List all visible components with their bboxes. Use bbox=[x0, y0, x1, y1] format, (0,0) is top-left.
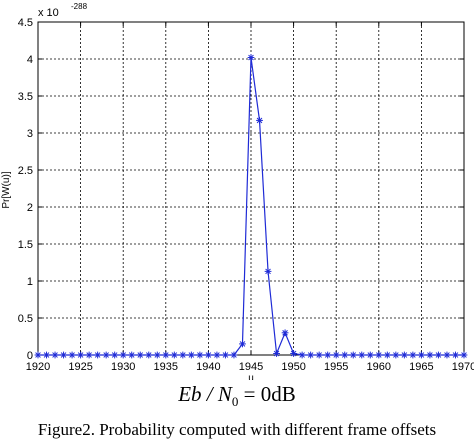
data-point-marker bbox=[136, 351, 144, 359]
data-point-marker bbox=[366, 351, 374, 359]
data-point-marker bbox=[222, 351, 229, 359]
data-point-marker bbox=[400, 351, 408, 359]
data-point-marker bbox=[205, 351, 212, 359]
y-tick-label: 1.5 bbox=[18, 239, 33, 251]
data-point-marker bbox=[162, 351, 170, 359]
x-tick-label: 1955 bbox=[324, 361, 348, 373]
data-point-marker bbox=[94, 351, 102, 359]
data-point-marker bbox=[145, 351, 153, 359]
data-point-marker bbox=[341, 351, 349, 359]
x-axis-label: u bbox=[248, 373, 254, 380]
y-tick-label: 0.5 bbox=[18, 313, 33, 325]
data-point-marker bbox=[128, 351, 136, 359]
data-point-marker bbox=[383, 351, 391, 359]
data-point-marker bbox=[119, 351, 127, 359]
y-tick-label: 4.5 bbox=[18, 17, 33, 29]
data-point-marker bbox=[239, 340, 246, 348]
y-axis-label: Pr[W(u)] bbox=[1, 171, 12, 208]
data-point-marker bbox=[43, 351, 50, 359]
formula-ebn0: Eb / N0 = 0dB bbox=[0, 382, 474, 409]
data-point-marker bbox=[426, 351, 434, 359]
data-point-marker bbox=[358, 351, 366, 359]
data-point-marker bbox=[281, 329, 289, 337]
formula-main: Eb / N bbox=[178, 382, 232, 406]
data-point-marker bbox=[247, 54, 255, 61]
data-point-marker bbox=[290, 350, 297, 357]
y-exponent-power: -288 bbox=[71, 2, 88, 11]
y-tick-label: 2.5 bbox=[18, 165, 33, 177]
y-tick-label: 0 bbox=[27, 350, 33, 362]
data-point-marker bbox=[298, 351, 306, 359]
y-tick-label: 3.5 bbox=[18, 91, 33, 103]
data-point-marker bbox=[349, 351, 357, 359]
series-line-group bbox=[34, 54, 468, 359]
data-point-marker bbox=[187, 351, 195, 359]
data-point-marker bbox=[196, 351, 204, 359]
data-point-marker bbox=[170, 351, 178, 359]
data-point-marker bbox=[102, 351, 110, 359]
x-tick-label: 1935 bbox=[154, 361, 178, 373]
probability-chart: 1920 1925 1930 1935 1940 1945 1950 1955 1960 1965… bbox=[1, 2, 474, 380]
x-tick-label: 1965 bbox=[409, 361, 433, 373]
x-tick-label: 1925 bbox=[68, 361, 92, 373]
data-point-marker bbox=[111, 351, 119, 359]
y-axis-ticks: 0 0.5 1 1.5 2 2.5 3 3.5 4 4.5 bbox=[18, 17, 464, 362]
data-point-marker bbox=[230, 351, 238, 359]
data-point-marker bbox=[273, 350, 280, 357]
data-point-marker bbox=[315, 351, 323, 359]
data-point-marker bbox=[443, 351, 451, 359]
formula-subscript: 0 bbox=[231, 394, 239, 409]
data-point-marker bbox=[51, 351, 59, 359]
figure-caption: Figure2. Probability computed with diffe… bbox=[37, 420, 437, 439]
y-tick-label: 1 bbox=[27, 276, 33, 288]
data-point-marker bbox=[213, 351, 221, 359]
x-tick-label: 1920 bbox=[26, 361, 50, 373]
y-tick-label: 4 bbox=[27, 54, 33, 66]
data-point-marker bbox=[77, 351, 84, 359]
data-point-marker bbox=[435, 351, 442, 359]
x-tick-label: 1930 bbox=[111, 361, 135, 373]
formula-rest: = 0dB bbox=[238, 382, 296, 406]
data-point-marker bbox=[375, 351, 383, 359]
y-tick-label: 2 bbox=[27, 202, 33, 214]
data-point-marker bbox=[68, 351, 76, 359]
x-tick-label: 1945 bbox=[239, 361, 263, 373]
x-tick-label: 1950 bbox=[281, 361, 305, 373]
data-point-marker bbox=[460, 351, 468, 359]
x-tick-label: 1940 bbox=[196, 361, 220, 373]
data-point-marker bbox=[392, 351, 400, 359]
data-point-marker bbox=[264, 267, 272, 275]
data-point-marker bbox=[179, 351, 187, 359]
x-tick-label: 1960 bbox=[367, 361, 391, 373]
data-point-marker bbox=[60, 351, 67, 359]
data-point-marker bbox=[256, 117, 263, 124]
data-point-marker bbox=[409, 351, 417, 359]
data-point-marker bbox=[153, 351, 161, 359]
data-point-marker bbox=[332, 351, 340, 359]
data-point-marker bbox=[34, 351, 42, 359]
data-point-marker bbox=[452, 351, 459, 359]
data-point-marker bbox=[324, 351, 332, 359]
data-point-marker bbox=[418, 351, 425, 359]
y-exponent-base: x 10 bbox=[38, 7, 59, 19]
y-tick-label: 3 bbox=[27, 128, 33, 140]
data-point-marker bbox=[307, 351, 315, 359]
x-axis-ticks: 1920 1925 1930 1935 1940 1945 1950 1955 1960 1965… bbox=[26, 22, 474, 373]
x-tick-label: 1970 bbox=[452, 361, 474, 373]
data-point-marker bbox=[85, 351, 93, 359]
